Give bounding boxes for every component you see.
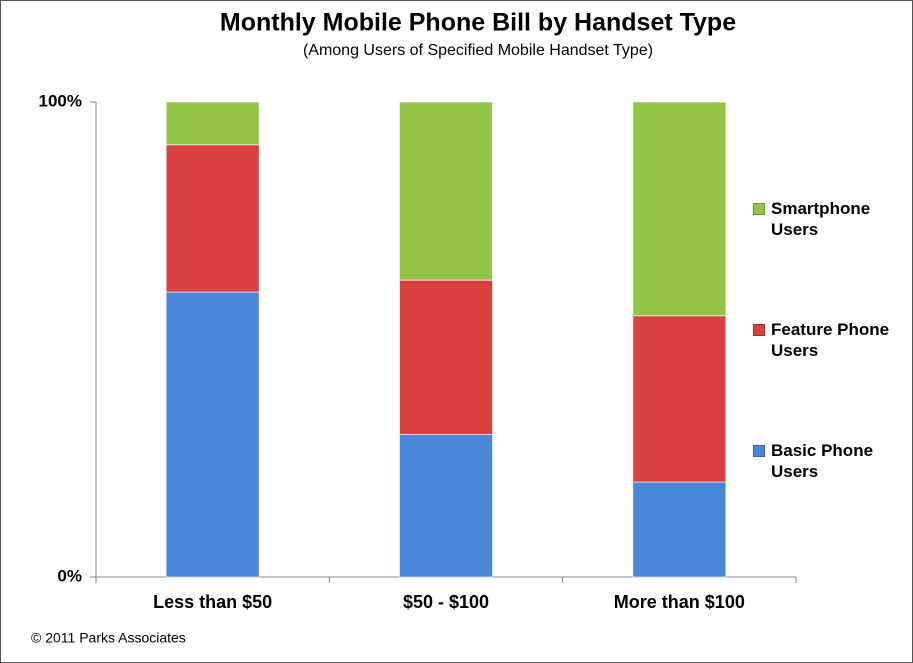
source-note: © 2011 Parks Associates [31,630,186,646]
legend-swatch [753,324,765,336]
bar-segment [399,279,493,435]
bar-segment [399,101,493,281]
bar-segment [632,315,727,483]
bar-segment [632,481,727,578]
chart-subtitle: (Among Users of Specified Mobile Handset… [303,42,653,59]
legend-entry: Feature Phone Users [753,319,911,361]
legend-label: Feature Phone Users [771,320,890,360]
legend-label: Basic Phone Users [771,441,874,481]
bar-segment [165,101,260,146]
y-tick-label: 100% [39,91,82,110]
legend-entry: Smartphone Users [753,198,911,240]
legend-label: Smartphone Users [771,199,871,239]
bar-segment [632,101,727,317]
y-tick-label: 0% [57,566,82,585]
chart-title: Monthly Mobile Phone Bill by Handset Typ… [220,9,736,37]
bar-segment [165,291,260,578]
bar-segment [165,144,260,293]
legend-swatch [753,445,765,457]
x-tick-label: $50 - $100 [403,592,489,612]
legend-swatch [753,203,765,215]
legend-entry: Basic Phone Users [753,440,911,482]
x-tick-label: Less than $50 [153,592,272,612]
bar-segment [399,434,493,578]
x-tick-label: More than $100 [614,592,745,612]
